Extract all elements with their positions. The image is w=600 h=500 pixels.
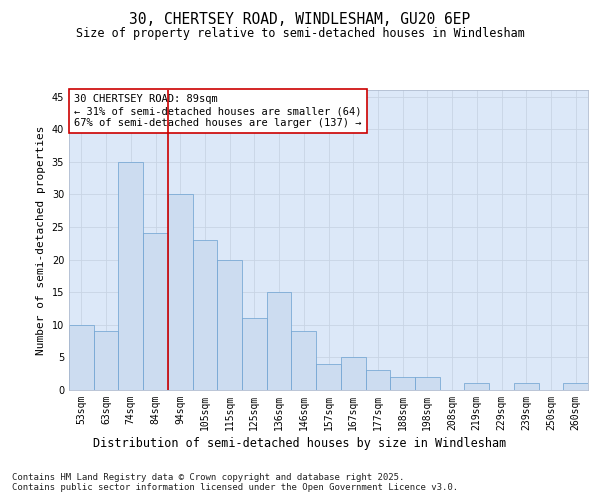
Text: 30 CHERTSEY ROAD: 89sqm
← 31% of semi-detached houses are smaller (64)
67% of se: 30 CHERTSEY ROAD: 89sqm ← 31% of semi-de… <box>74 94 362 128</box>
Bar <box>193 240 217 390</box>
Bar <box>242 318 267 390</box>
Bar <box>341 358 365 390</box>
Text: 30, CHERTSEY ROAD, WINDLESHAM, GU20 6EP: 30, CHERTSEY ROAD, WINDLESHAM, GU20 6EP <box>130 12 470 28</box>
Bar <box>365 370 390 390</box>
Bar <box>217 260 242 390</box>
Text: Size of property relative to semi-detached houses in Windlesham: Size of property relative to semi-detach… <box>76 28 524 40</box>
Bar <box>316 364 341 390</box>
Y-axis label: Number of semi-detached properties: Number of semi-detached properties <box>36 125 46 355</box>
Bar <box>267 292 292 390</box>
Bar <box>563 384 588 390</box>
Text: Distribution of semi-detached houses by size in Windlesham: Distribution of semi-detached houses by … <box>94 438 506 450</box>
Bar <box>118 162 143 390</box>
Bar <box>415 377 440 390</box>
Bar <box>514 384 539 390</box>
Bar <box>390 377 415 390</box>
Text: Contains HM Land Registry data © Crown copyright and database right 2025.
Contai: Contains HM Land Registry data © Crown c… <box>12 472 458 492</box>
Bar <box>464 384 489 390</box>
Bar <box>292 332 316 390</box>
Bar <box>94 332 118 390</box>
Bar <box>168 194 193 390</box>
Bar <box>69 325 94 390</box>
Bar <box>143 234 168 390</box>
